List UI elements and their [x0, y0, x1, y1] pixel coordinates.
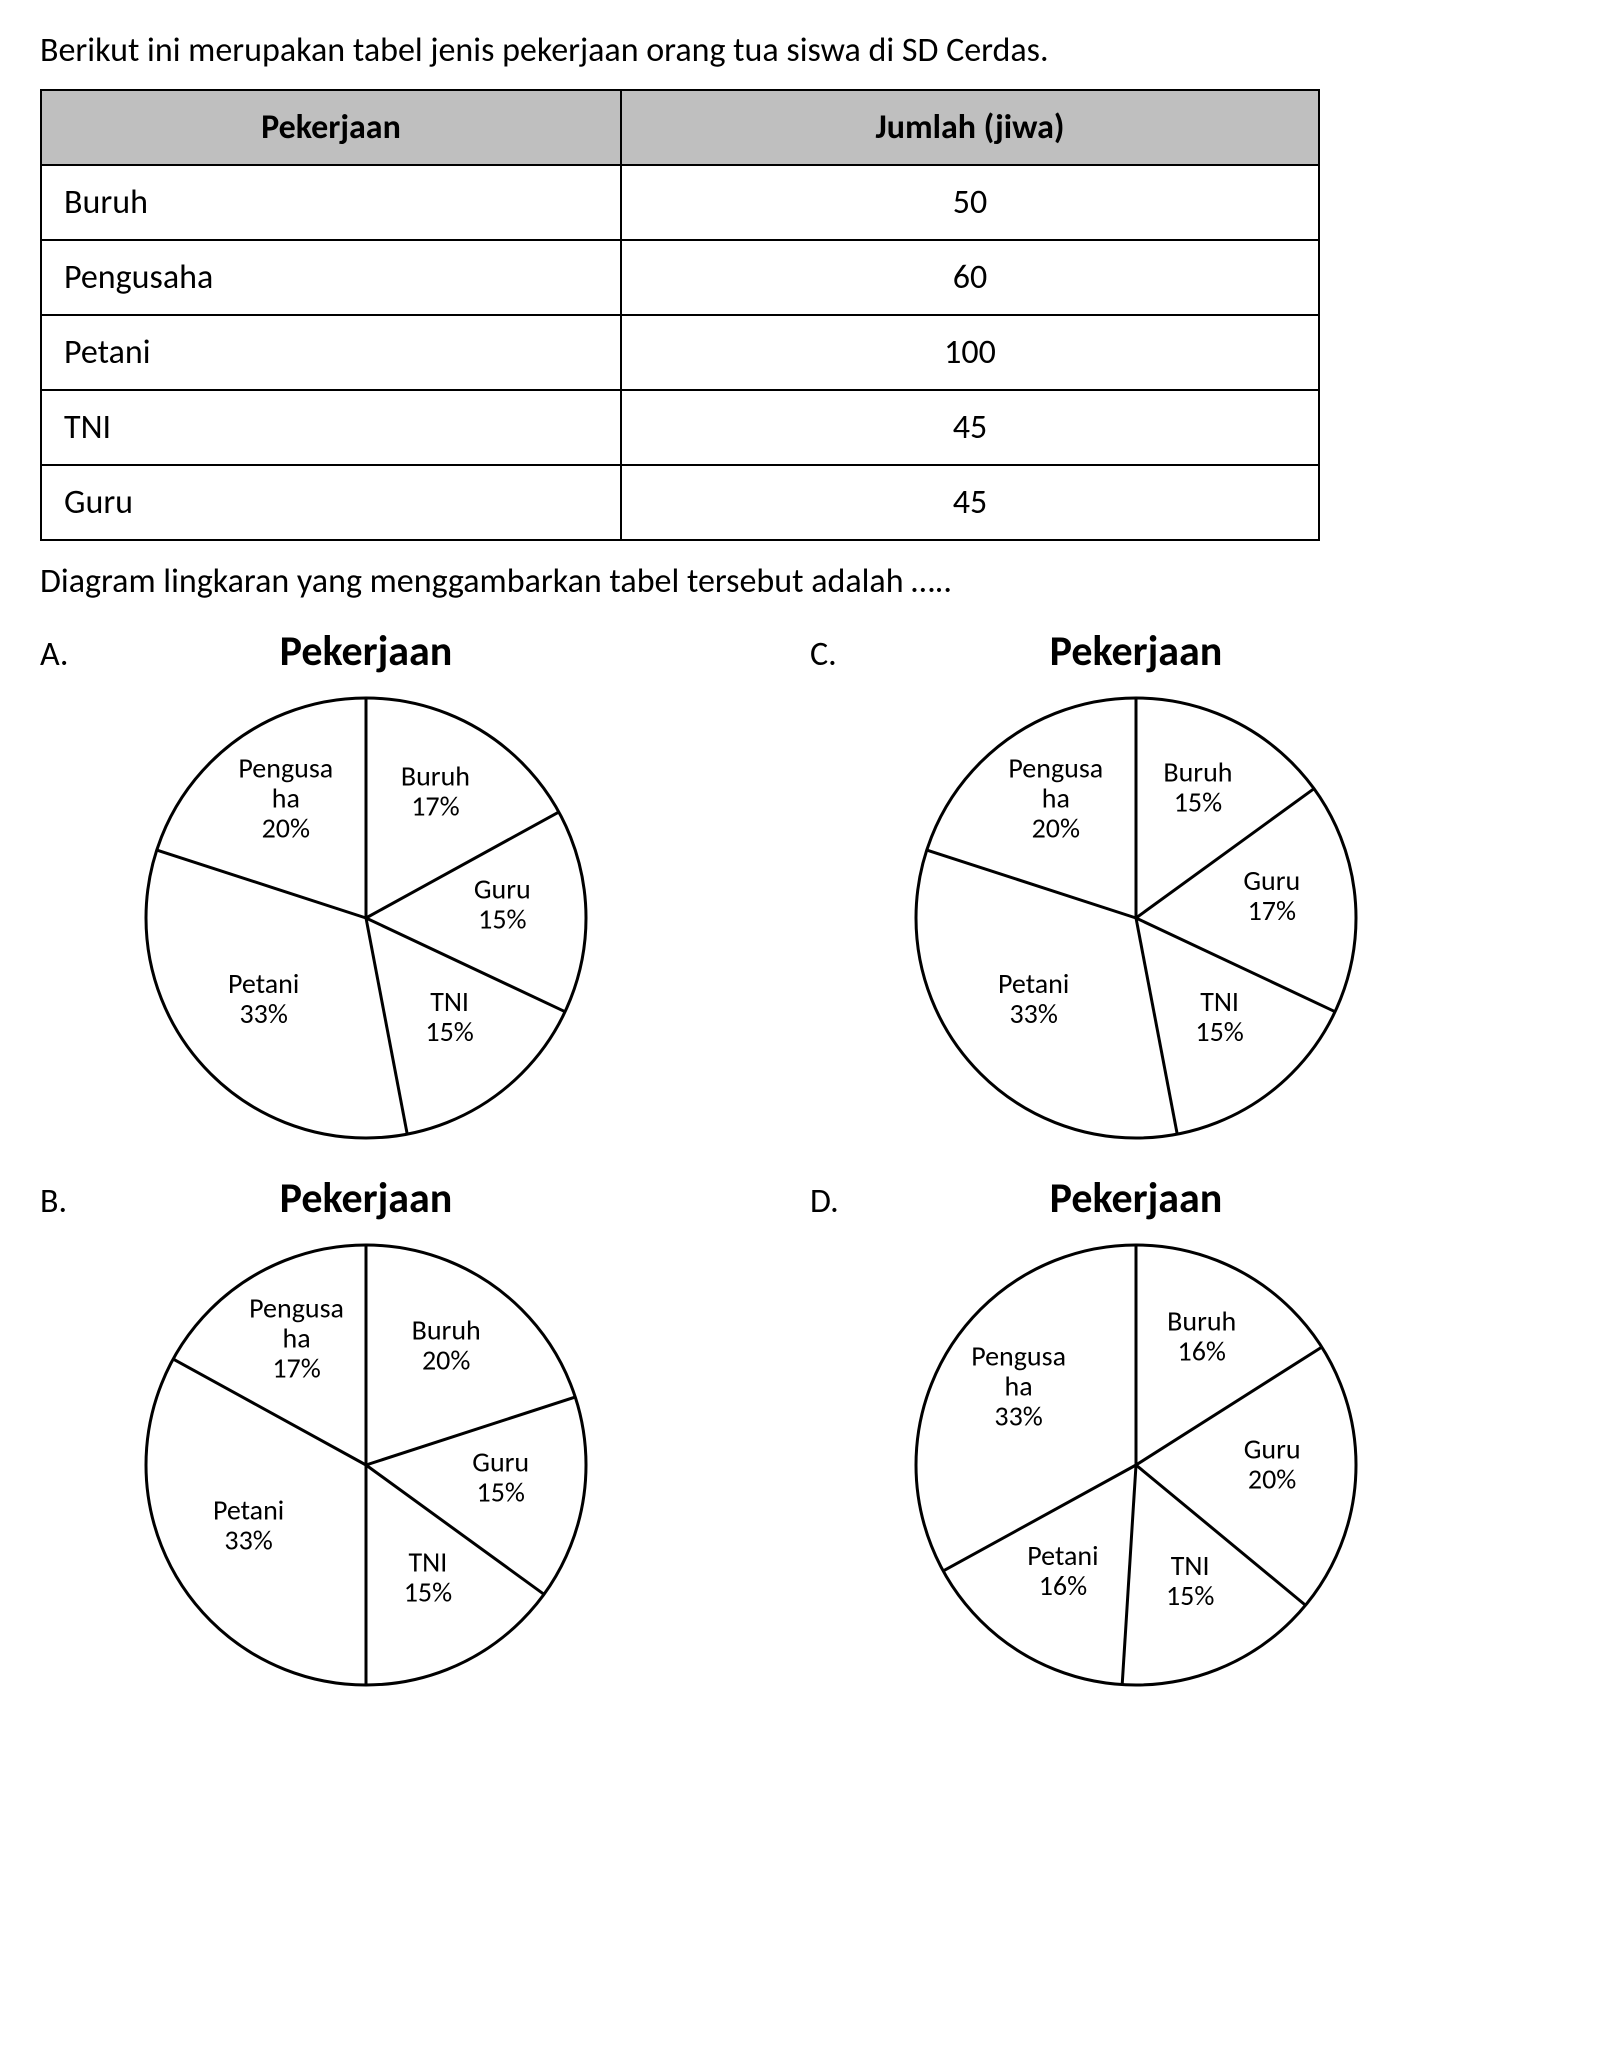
pie-slice-label: TNI15%: [425, 984, 473, 1049]
cell-count: 50: [621, 165, 1319, 240]
option-B: B. Pekerjaan Buruh20%Guru15%TNI15%Petani…: [40, 1173, 790, 1700]
option-D: D. Pekerjaan Buruh16%Guru20%TNI15%Petani…: [810, 1173, 1560, 1700]
chart-title-C: Pekerjaan: [1050, 626, 1223, 677]
header-count: Jumlah (jiwa): [621, 90, 1319, 165]
chart-wrap-B: Pekerjaan Buruh20%Guru15%TNI15%Petani33%…: [106, 1173, 626, 1700]
pie-slice-label: Buruh20%: [412, 1313, 481, 1378]
option-letter-C: C.: [810, 626, 856, 675]
pie-slice-label: Guru20%: [1244, 1432, 1301, 1497]
table-body: Buruh50Pengusaha60Petani100TNI45Guru45: [41, 165, 1319, 540]
pie-slice-label: Buruh15%: [1163, 754, 1232, 819]
pie-slice-label: Guru15%: [472, 1444, 529, 1509]
header-job: Pekerjaan: [41, 90, 621, 165]
table-row: Buruh50: [41, 165, 1319, 240]
cell-job: Petani: [41, 315, 621, 390]
cell-count: 60: [621, 240, 1319, 315]
cell-job: Guru: [41, 465, 621, 540]
option-letter-B: B.: [40, 1173, 86, 1222]
chart-title-A: Pekerjaan: [280, 626, 453, 677]
chart-title-D: Pekerjaan: [1050, 1173, 1223, 1224]
pie-chart-B: Buruh20%Guru15%TNI15%Petani33%Pengusaha1…: [106, 1230, 626, 1700]
chart-wrap-C: Pekerjaan Buruh15%Guru17%TNI15%Petani33%…: [876, 626, 1396, 1153]
pie-slice-label: Guru17%: [1243, 863, 1300, 928]
pie-slice-label: TNI15%: [404, 1545, 452, 1610]
cell-count: 100: [621, 315, 1319, 390]
option-C: C. Pekerjaan Buruh15%Guru17%TNI15%Petani…: [810, 626, 1560, 1153]
cell-job: Buruh: [41, 165, 621, 240]
cell-job: Pengusaha: [41, 240, 621, 315]
pie-slice-label: Buruh16%: [1167, 1303, 1236, 1368]
chart-wrap-A: Pekerjaan Buruh17%Guru15%TNI15%Petani33%…: [106, 626, 626, 1153]
pie-slice-label: Buruh17%: [401, 759, 470, 824]
table-header-row: Pekerjaan Jumlah (jiwa): [41, 90, 1319, 165]
pie-slice-label: TNI15%: [1195, 984, 1243, 1049]
pie-chart-D: Buruh16%Guru20%TNI15%Petani16%Pengusaha3…: [876, 1230, 1396, 1700]
option-letter-D: D.: [810, 1173, 856, 1222]
pie-chart-C: Buruh15%Guru17%TNI15%Petani33%Pengusaha2…: [876, 683, 1396, 1153]
options-grid: A. Pekerjaan Buruh17%Guru15%TNI15%Petani…: [40, 626, 1560, 1700]
cell-count: 45: [621, 390, 1319, 465]
table-row: Pengusaha60: [41, 240, 1319, 315]
pie-chart-A: Buruh17%Guru15%TNI15%Petani33%Pengusaha2…: [106, 683, 626, 1153]
table-row: TNI45: [41, 390, 1319, 465]
intro-text: Berikut ini merupakan tabel jenis pekerj…: [40, 30, 1560, 71]
question-text: Diagram lingkaran yang menggambarkan tab…: [40, 561, 1560, 602]
cell-job: TNI: [41, 390, 621, 465]
chart-wrap-D: Pekerjaan Buruh16%Guru20%TNI15%Petani16%…: [876, 1173, 1396, 1700]
cell-count: 45: [621, 465, 1319, 540]
table-row: Petani100: [41, 315, 1319, 390]
chart-title-B: Pekerjaan: [280, 1173, 453, 1224]
pie-slice-label: Guru15%: [474, 872, 531, 937]
pie-slice-label: TNI15%: [1166, 1548, 1214, 1613]
option-letter-A: A.: [40, 626, 86, 675]
table-row: Guru45: [41, 465, 1319, 540]
job-table: Pekerjaan Jumlah (jiwa) Buruh50Pengusaha…: [40, 89, 1320, 541]
option-A: A. Pekerjaan Buruh17%Guru15%TNI15%Petani…: [40, 626, 790, 1153]
